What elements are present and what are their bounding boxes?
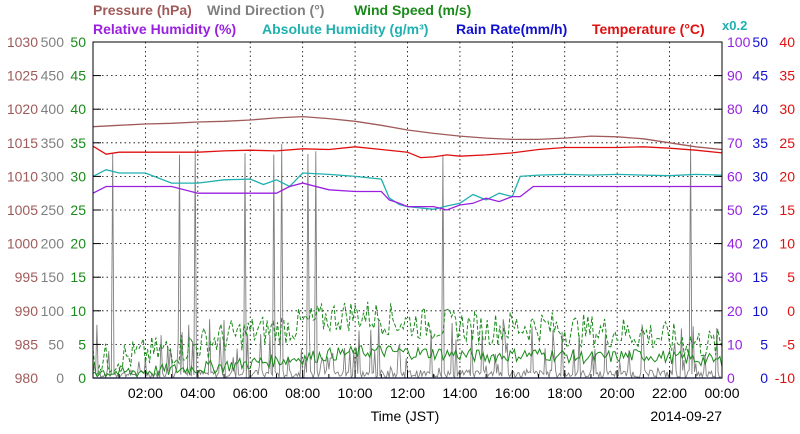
series-pressure-hpa- [92, 115, 723, 151]
x-tick-label: 06:00 [233, 385, 268, 401]
legend-pressure: Pressure (hPa) [93, 2, 192, 18]
x-tick-label: 12:00 [390, 385, 425, 401]
y-tick-label-rain: 35 [752, 135, 768, 151]
date-label: 2014-09-27 [650, 408, 722, 424]
y-tick-label-wind-dir: 400 [41, 101, 65, 117]
y-tick-label-temp: 20 [779, 168, 795, 184]
y-tick-label-wind-dir: 150 [41, 269, 65, 285]
series-wind-gust [92, 301, 723, 377]
y-tick-label-wind-speed: 20 [70, 236, 86, 252]
y-tick-label-rh: 60 [727, 168, 743, 184]
y-tick-label-rh: 40 [727, 236, 743, 252]
y-tick-label-wind-dir: 350 [41, 135, 65, 151]
legend-rain-rate: Rain Rate(mm/h) [456, 21, 567, 37]
y-tick-label-wind-speed: 5 [78, 336, 86, 352]
x-tick-label: 18:00 [547, 385, 582, 401]
y-tick-label-wind-speed: 10 [70, 303, 86, 319]
y-tick-label-wind-dir: 250 [41, 202, 65, 218]
y-tick-label-rain: 10 [752, 303, 768, 319]
y-tick-label-pressure: 1000 [7, 236, 38, 252]
y-tick-label-wind-speed: 30 [70, 168, 86, 184]
y-tick-label-wind-dir: 0 [56, 370, 64, 386]
y-tick-label-pressure: 1015 [7, 135, 38, 151]
y-tick-label-temp: 10 [779, 236, 795, 252]
y-tick-label-wind-speed: 35 [70, 135, 86, 151]
legend-scale-note: x0.2 [722, 18, 747, 33]
legend-absolute-humidity: Absolute Humidity (g/m³) [262, 21, 428, 37]
y-tick-label-temp: -5 [783, 336, 796, 352]
x-axis-label: Time (JST) [371, 408, 440, 424]
y-tick-label-temp: 0 [787, 303, 795, 319]
y-tick-label-temp: -10 [775, 370, 795, 386]
y-tick-label-pressure: 980 [15, 370, 39, 386]
y-tick-label-wind-dir: 450 [41, 68, 65, 84]
y-tick-label-rain: 40 [752, 101, 768, 117]
y-tick-label-pressure: 1020 [7, 101, 38, 117]
y-tick-label-temp: 15 [779, 202, 795, 218]
y-tick-label-pressure: 995 [15, 269, 39, 285]
series-relative-humidity- [92, 182, 722, 211]
y-tick-label-rh: 70 [727, 135, 743, 151]
legend-row-2: Relative Humidity (%) Absolute Humidity … [93, 18, 747, 37]
x-tick-label: 14:00 [442, 385, 477, 401]
y-tick-label-rh: 90 [727, 68, 743, 84]
y-tick-label-rh: 50 [727, 202, 743, 218]
y-tick-label-rh: 10 [727, 336, 743, 352]
series-temperature-c- [92, 145, 723, 159]
x-tick-label: 08:00 [285, 385, 320, 401]
x-tick-label: 10:00 [338, 385, 373, 401]
y-tick-label-rh: 0 [727, 370, 735, 386]
y-tick-label-wind-dir: 50 [48, 336, 64, 352]
y-tick-label-rain: 50 [752, 34, 768, 50]
y-tick-label-rain: 20 [752, 236, 768, 252]
legend-temperature: Temperature (°C) [592, 21, 705, 37]
y-tick-label-wind-dir: 300 [41, 168, 65, 184]
y-tick-label-rain: 45 [752, 68, 768, 84]
y-tick-label-pressure: 1030 [7, 34, 38, 50]
y-tick-label-rain: 15 [752, 269, 768, 285]
axes: 02:00 04:00 06:00 08:00 10:00 12:00 14:00 16:00… [7, 34, 795, 401]
y-tick-label-temp: 35 [779, 68, 795, 84]
y-tick-label-rain: 5 [760, 336, 768, 352]
x-tick-label: 20:00 [600, 385, 635, 401]
y-tick-label-wind-speed: 45 [70, 68, 86, 84]
x-tick-label: 16:00 [495, 385, 530, 401]
y-tick-label-pressure: 990 [15, 303, 39, 319]
y-tick-label-rh: 20 [727, 303, 743, 319]
y-tick-label-wind-dir: 500 [41, 34, 65, 50]
y-tick-label-wind-speed: 25 [70, 202, 86, 218]
y-tick-label-rain: 25 [752, 202, 768, 218]
y-tick-label-pressure: 1010 [7, 168, 38, 184]
y-tick-label-wind-speed: 15 [70, 269, 86, 285]
y-tick-label-wind-speed: 40 [70, 101, 86, 117]
legend-wind-direction: Wind Direction (°) [207, 2, 324, 18]
y-tick-label-wind-speed: 50 [70, 34, 86, 50]
y-tick-label-temp: 40 [779, 34, 795, 50]
y-tick-label-rain: 30 [752, 168, 768, 184]
y-tick-label-wind-dir: 200 [41, 236, 65, 252]
x-tick-label: 00:00 [704, 385, 739, 401]
x-tick-label: 04:00 [180, 385, 215, 401]
legend-relative-humidity: Relative Humidity (%) [93, 21, 236, 37]
y-tick-label-pressure: 1025 [7, 68, 38, 84]
y-tick-label-wind-speed: 0 [78, 370, 86, 386]
x-tick-label: 02:00 [128, 385, 163, 401]
y-tick-label-pressure: 1005 [7, 202, 38, 218]
x-tick-label: 22:00 [652, 385, 687, 401]
y-tick-label-rh: 100 [727, 34, 751, 50]
y-tick-label-rh: 80 [727, 101, 743, 117]
y-tick-label-temp: 5 [787, 269, 795, 285]
y-tick-label-rh: 30 [727, 269, 743, 285]
y-tick-label-rain: 0 [760, 370, 768, 386]
legend-wind-speed: Wind Speed (m/s) [354, 2, 471, 18]
legend-row-1: Pressure (hPa) Wind Direction (°) Wind S… [93, 2, 471, 18]
y-tick-label-pressure: 985 [15, 336, 39, 352]
y-tick-label-temp: 25 [779, 135, 795, 151]
y-tick-label-temp: 30 [779, 101, 795, 117]
y-tick-label-wind-dir: 100 [41, 303, 65, 319]
